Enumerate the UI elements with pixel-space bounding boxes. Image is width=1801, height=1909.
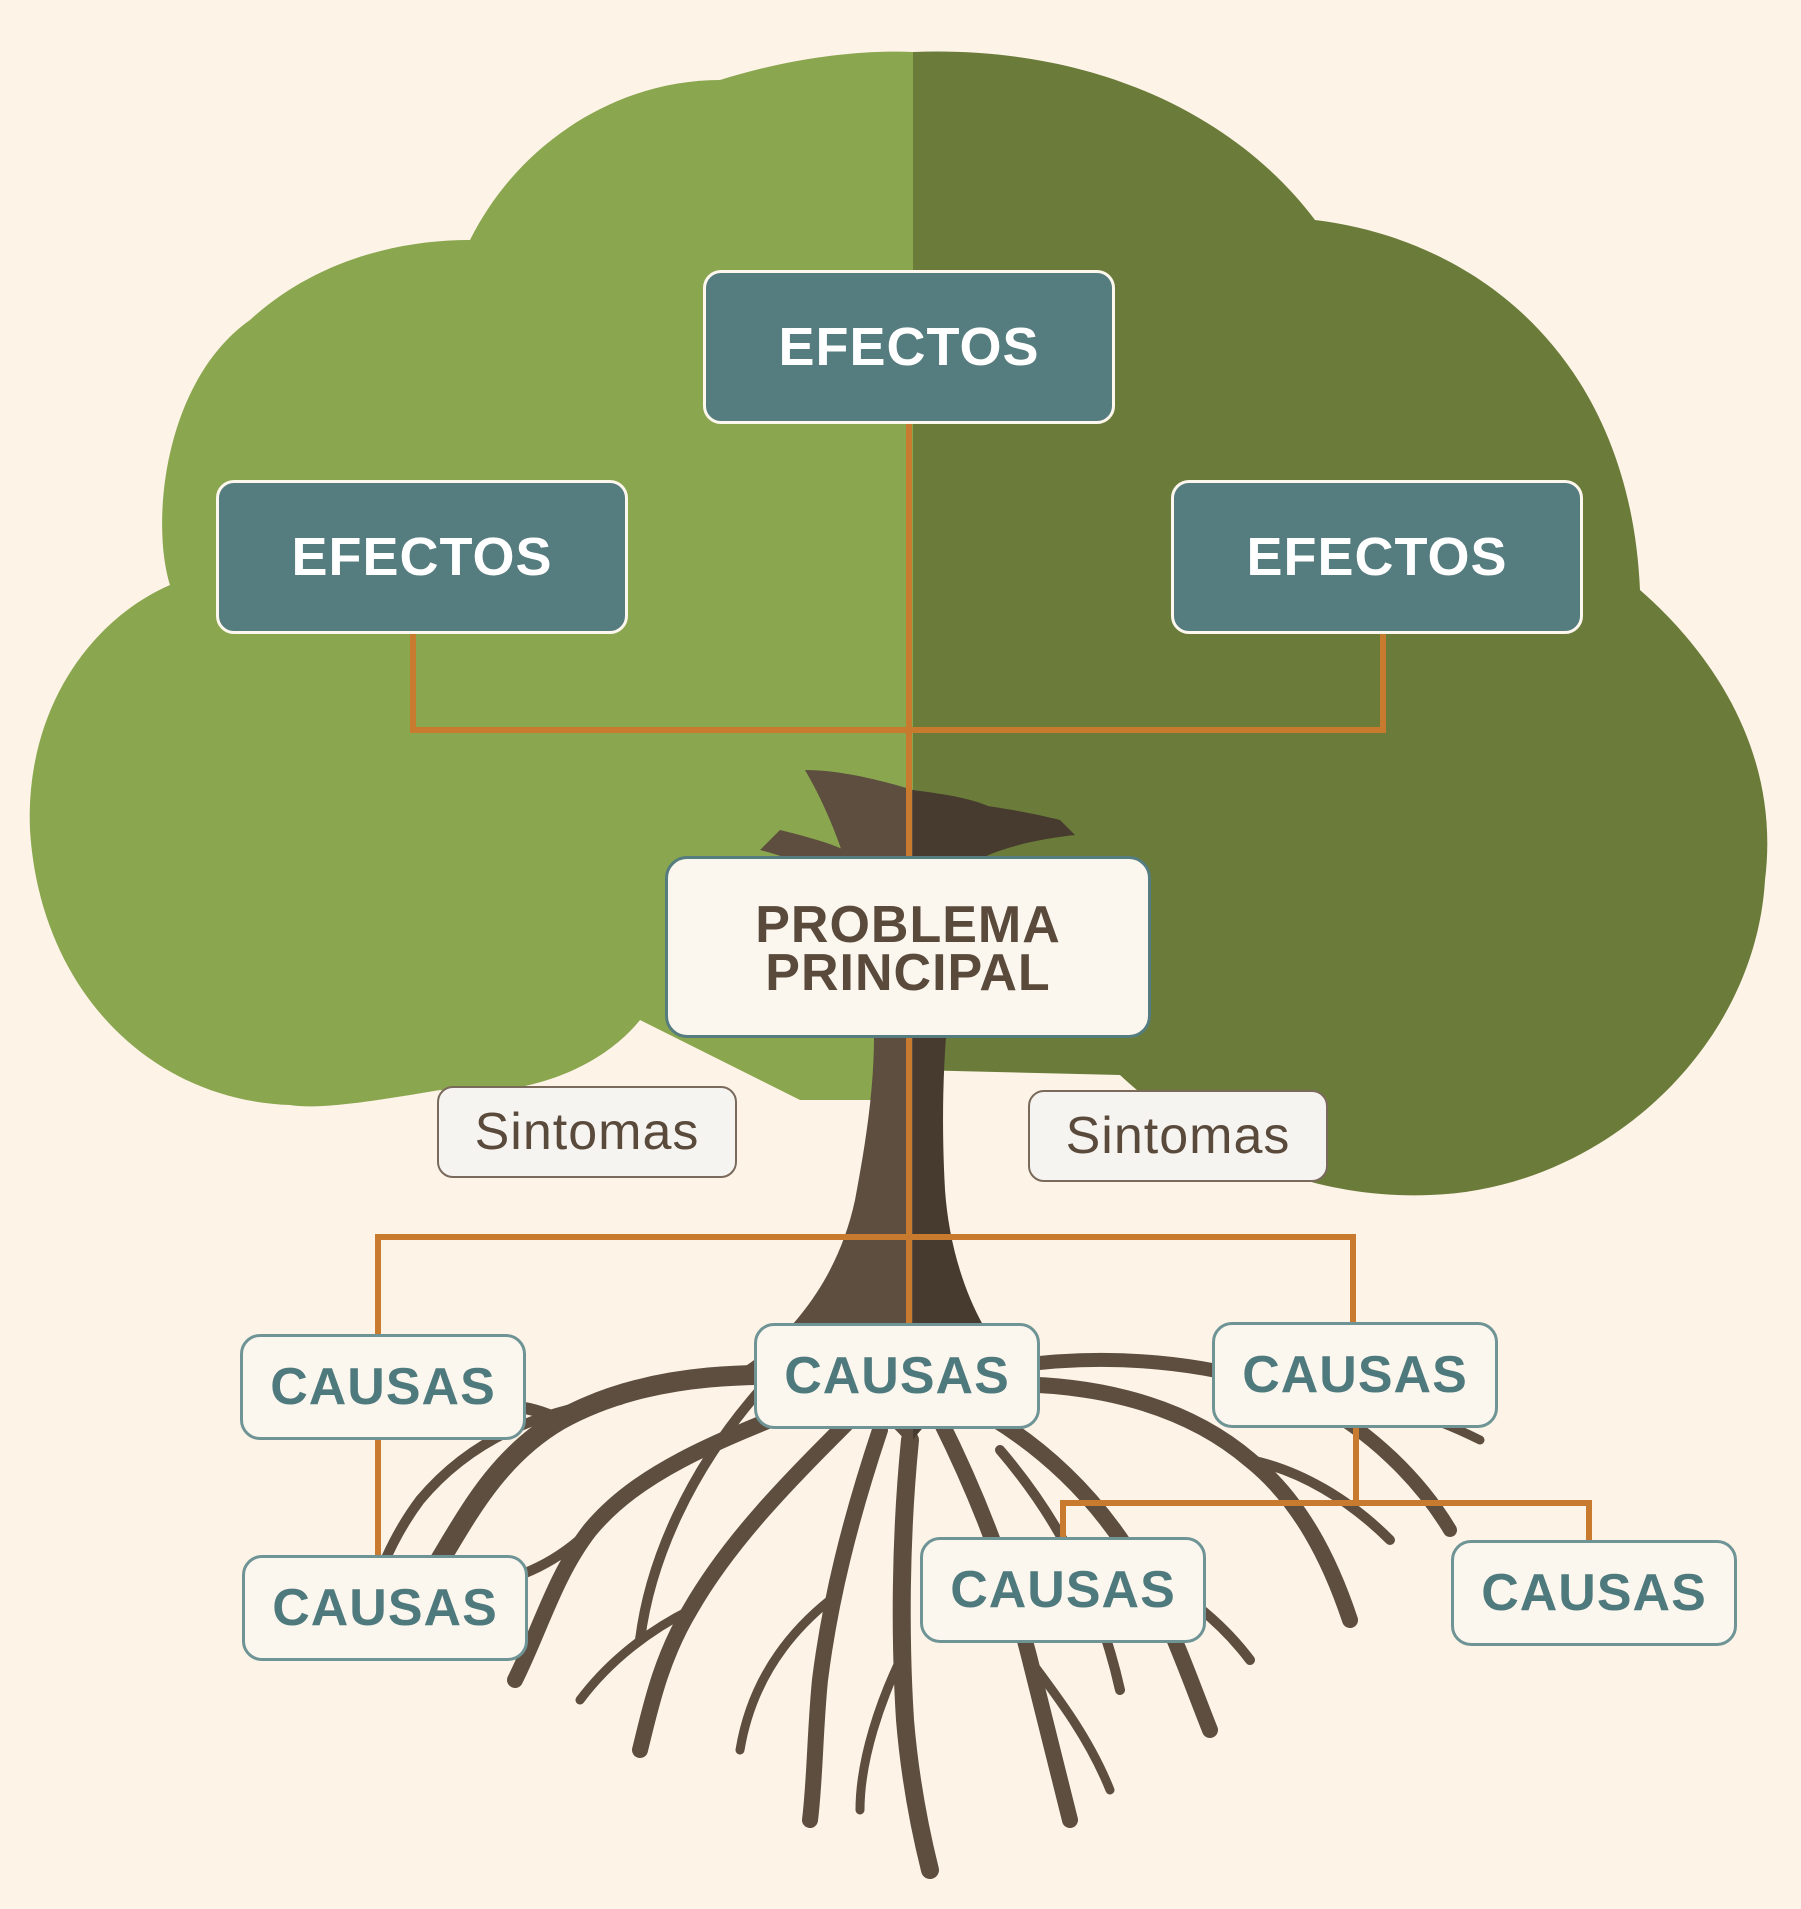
connector-lines	[375, 420, 1592, 1555]
main-problem-box: PROBLEMA PRINCIPAL	[665, 856, 1151, 1038]
tree-roots	[355, 1353, 1485, 1879]
effect-label: EFECTOS	[1246, 527, 1508, 587]
symptom-label: Sintomas	[1065, 1107, 1291, 1165]
effect-label: EFECTOS	[291, 527, 553, 587]
cause-box-left-upper: CAUSAS	[240, 1334, 526, 1440]
cause-box-center-lower: CAUSAS	[920, 1537, 1206, 1643]
effect-box-right: EFECTOS	[1171, 480, 1583, 634]
cause-label: CAUSAS	[1242, 1346, 1468, 1404]
cause-label: CAUSAS	[950, 1561, 1176, 1619]
cause-label: CAUSAS	[1481, 1564, 1707, 1622]
problem-line-1: PROBLEMA	[755, 896, 1061, 954]
symptom-box-left: Sintomas	[437, 1086, 737, 1178]
problem-line-2: PRINCIPAL	[765, 944, 1051, 1002]
cause-label: CAUSAS	[270, 1358, 496, 1416]
cause-box-center: CAUSAS	[754, 1323, 1040, 1429]
cause-label: CAUSAS	[784, 1347, 1010, 1405]
effect-box-top: EFECTOS	[703, 270, 1115, 424]
effect-box-left: EFECTOS	[216, 480, 628, 634]
effect-label: EFECTOS	[778, 317, 1040, 377]
cause-label: CAUSAS	[272, 1579, 498, 1637]
symptom-box-right: Sintomas	[1028, 1090, 1328, 1182]
cause-box-right-upper: CAUSAS	[1212, 1322, 1498, 1428]
cause-box-right-lower: CAUSAS	[1451, 1540, 1737, 1646]
cause-box-left-lower: CAUSAS	[242, 1555, 528, 1661]
symptom-label: Sintomas	[474, 1103, 700, 1161]
